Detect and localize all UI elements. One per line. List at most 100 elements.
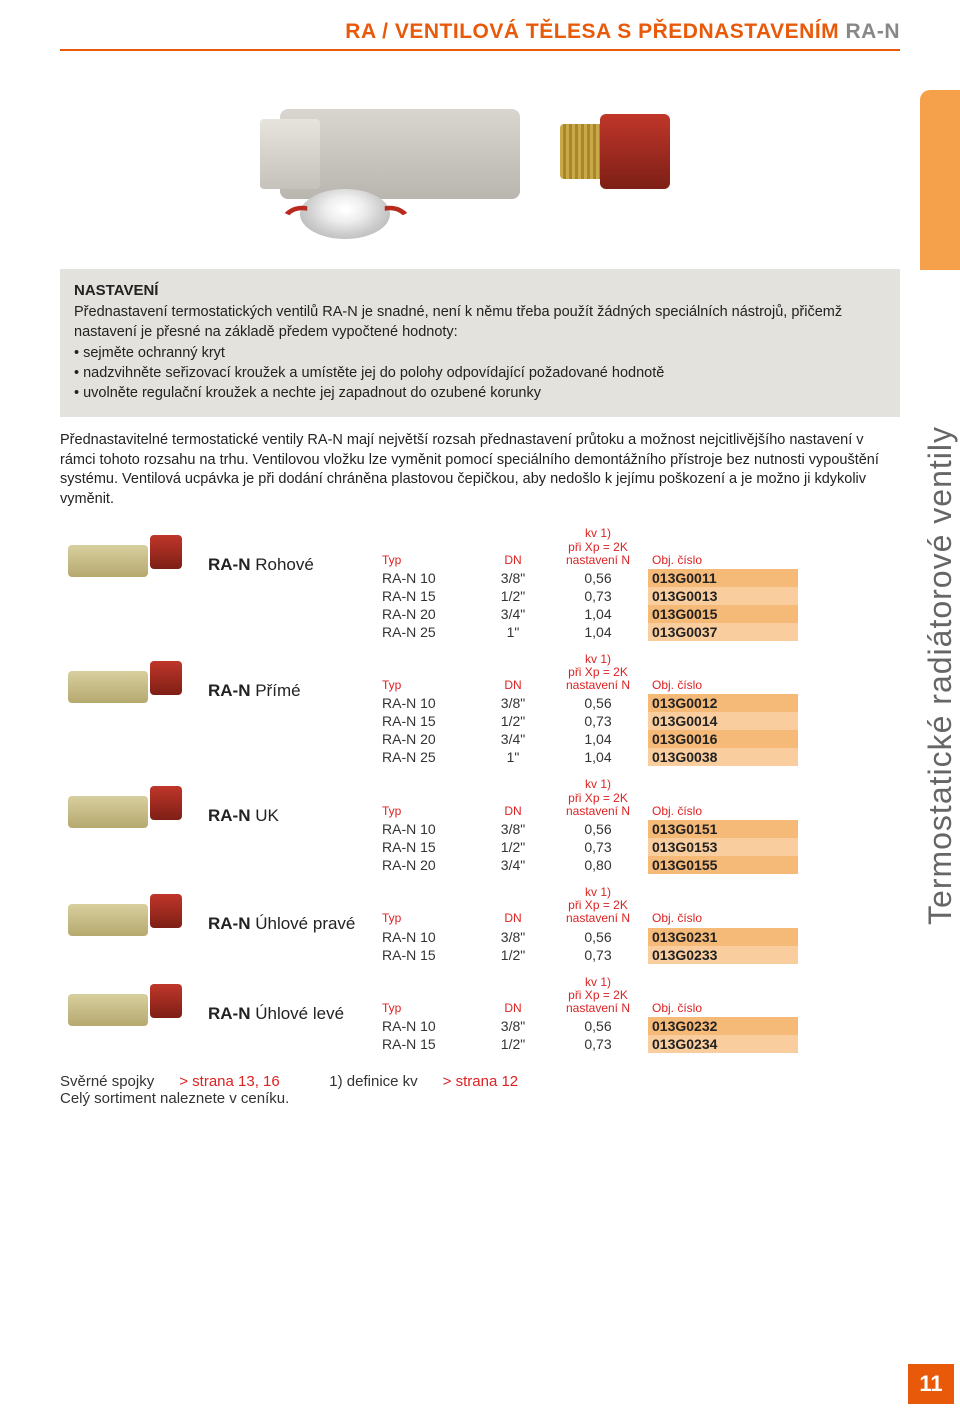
product-table: TypDNkv 1)při Xp = 2Knastavení NObj. čís… [378,778,900,874]
cell-dn: 1/2" [478,946,548,964]
cell-obj: 013G0011 [648,569,798,587]
cell-typ: RA-N 20 [378,856,478,874]
cell-kv: 0,56 [548,820,648,838]
cell-dn: 3/8" [478,569,548,587]
cell-obj: 013G0038 [648,748,798,766]
tables-area: RA-N RohovéTypDNkv 1)při Xp = 2Knastaven… [60,527,900,1053]
cell-obj: 013G0016 [648,730,798,748]
page-title-suffix: RA-N [846,20,901,43]
side-tab-label-wrap: Termostatické radiátorové ventily [920,270,960,1080]
intro-bullet: nadzvihněte seřizovací kroužek a umístět… [74,364,886,384]
cell-obj: 013G0013 [648,587,798,605]
page-number: 11 [908,1364,954,1404]
cell-obj: 013G0015 [648,605,798,623]
page-title: RA / VENTILOVÁ TĚLESA S PŘEDNASTAVENÍM R… [60,20,900,44]
table-row: RA-N 151/2"0,73013G0234 [378,1035,900,1053]
title-rule [60,49,900,51]
intro-heading: NASTAVENÍ [74,281,886,301]
product-title-light: Rohové [255,555,314,574]
col-header-obj: Obj. číslo [648,679,798,694]
col-header-obj: Obj. číslo [648,912,798,927]
product-thumb [60,653,200,723]
cell-typ: RA-N 15 [378,838,478,856]
col-header-typ: Typ [378,1002,478,1017]
cell-kv: 0,56 [548,928,648,946]
thumb-body-shape [68,796,148,828]
thumb-cap-shape [150,535,182,569]
cell-typ: RA-N 20 [378,605,478,623]
thumb-body-shape [68,671,148,703]
cell-kv: 0,73 [548,712,648,730]
cell-obj: 013G0014 [648,712,798,730]
product-thumb [60,976,200,1046]
col-header-obj: Obj. číslo [648,805,798,820]
table-row: RA-N 203/4"1,04013G0015 [378,605,900,623]
product-title: RA-N Rohové [208,527,378,575]
cell-kv: 0,73 [548,838,648,856]
product-table: TypDNkv 1)při Xp = 2Knastavení NObj. čís… [378,653,900,767]
cell-kv: 0,80 [548,856,648,874]
intro-bullet: uvolněte regulační kroužek a nechte jej … [74,384,886,404]
table-row: RA-N 151/2"0,73013G0013 [378,587,900,605]
cell-obj: 013G0231 [648,928,798,946]
thumb-cap-shape [150,894,182,928]
product-title-light: Přímé [255,681,300,700]
cell-obj: 013G0151 [648,820,798,838]
cell-obj: 013G0012 [648,694,798,712]
body-paragraph: Přednastavitelné termostatické ventily R… [60,431,900,509]
table-row: RA-N 151/2"0,73013G0014 [378,712,900,730]
col-header-dn: DN [478,679,548,694]
cell-typ: RA-N 15 [378,712,478,730]
table-header-row: TypDNkv 1)při Xp = 2Knastavení NObj. čís… [378,886,900,928]
page-title-prefix: RA / VENTILOVÁ TĚLESA S PŘEDNASTAVENÍM [345,20,845,43]
product-title-bold: RA-N [208,1004,255,1023]
product-title-light: Úhlové pravé [255,914,355,933]
footer-left-link[interactable]: > strana 13, 16 [179,1073,280,1090]
cell-typ: RA-N 25 [378,748,478,766]
col-header-typ: Typ [378,805,478,820]
cell-kv: 1,04 [548,605,648,623]
cell-dn: 3/4" [478,730,548,748]
arrow-left-icon [282,204,310,222]
product-block: RA-N Úhlové levé TypDNkv 1)při Xp = 2Knas… [60,976,900,1054]
table-row: RA-N 203/4"0,80013G0155 [378,856,900,874]
product-title: RA-N UK [208,778,378,826]
table-row: RA-N 103/8"0,56013G0151 [378,820,900,838]
product-thumb [60,527,200,597]
cell-typ: RA-N 10 [378,569,478,587]
side-tab: Termostatické radiátorové ventily [920,90,960,1080]
table-row: RA-N 203/4"1,04013G0016 [378,730,900,748]
cell-typ: RA-N 15 [378,587,478,605]
col-header-kv: kv 1)při Xp = 2Knastavení N [548,886,648,928]
cell-kv: 0,73 [548,946,648,964]
thumb-cap-shape [150,984,182,1018]
col-header-obj: Obj. číslo [648,554,798,569]
side-tab-label: Termostatické radiátorové ventily [922,426,959,925]
thumb-cap-shape [150,786,182,820]
product-table: TypDNkv 1)při Xp = 2Knastavení NObj. čís… [378,976,900,1054]
product-title-bold: RA-N [208,681,255,700]
cell-typ: RA-N 10 [378,694,478,712]
col-header-kv: kv 1)při Xp = 2Knastavení N [548,778,648,820]
footer-left-note: Celý sortiment naleznete v ceníku. [60,1090,289,1107]
cell-dn: 1/2" [478,1035,548,1053]
intro-bullets: sejměte ochranný kryt nadzvihněte seřizo… [74,344,886,403]
cell-typ: RA-N 10 [378,1017,478,1035]
intro-bullet: sejměte ochranný kryt [74,344,886,364]
cell-obj: 013G0233 [648,946,798,964]
cell-dn: 1" [478,623,548,641]
table-header-row: TypDNkv 1)při Xp = 2Knastavení NObj. čís… [378,527,900,569]
col-header-dn: DN [478,554,548,569]
cell-kv: 1,04 [548,730,648,748]
footer-left-label: Svěrné spojky [60,1073,154,1090]
table-header-row: TypDNkv 1)při Xp = 2Knastavení NObj. čís… [378,653,900,695]
table-header-row: TypDNkv 1)při Xp = 2Knastavení NObj. čís… [378,778,900,820]
table-row: RA-N 103/8"0,56013G0232 [378,1017,900,1035]
cell-kv: 0,56 [548,569,648,587]
product-title: RA-N Přímé [208,653,378,701]
arrow-right-icon [382,204,410,222]
cell-obj: 013G0153 [648,838,798,856]
footer-right-link[interactable]: > strana 12 [443,1073,518,1090]
product-title-light: Úhlové levé [255,1004,344,1023]
table-row: RA-N 103/8"0,56013G0011 [378,569,900,587]
